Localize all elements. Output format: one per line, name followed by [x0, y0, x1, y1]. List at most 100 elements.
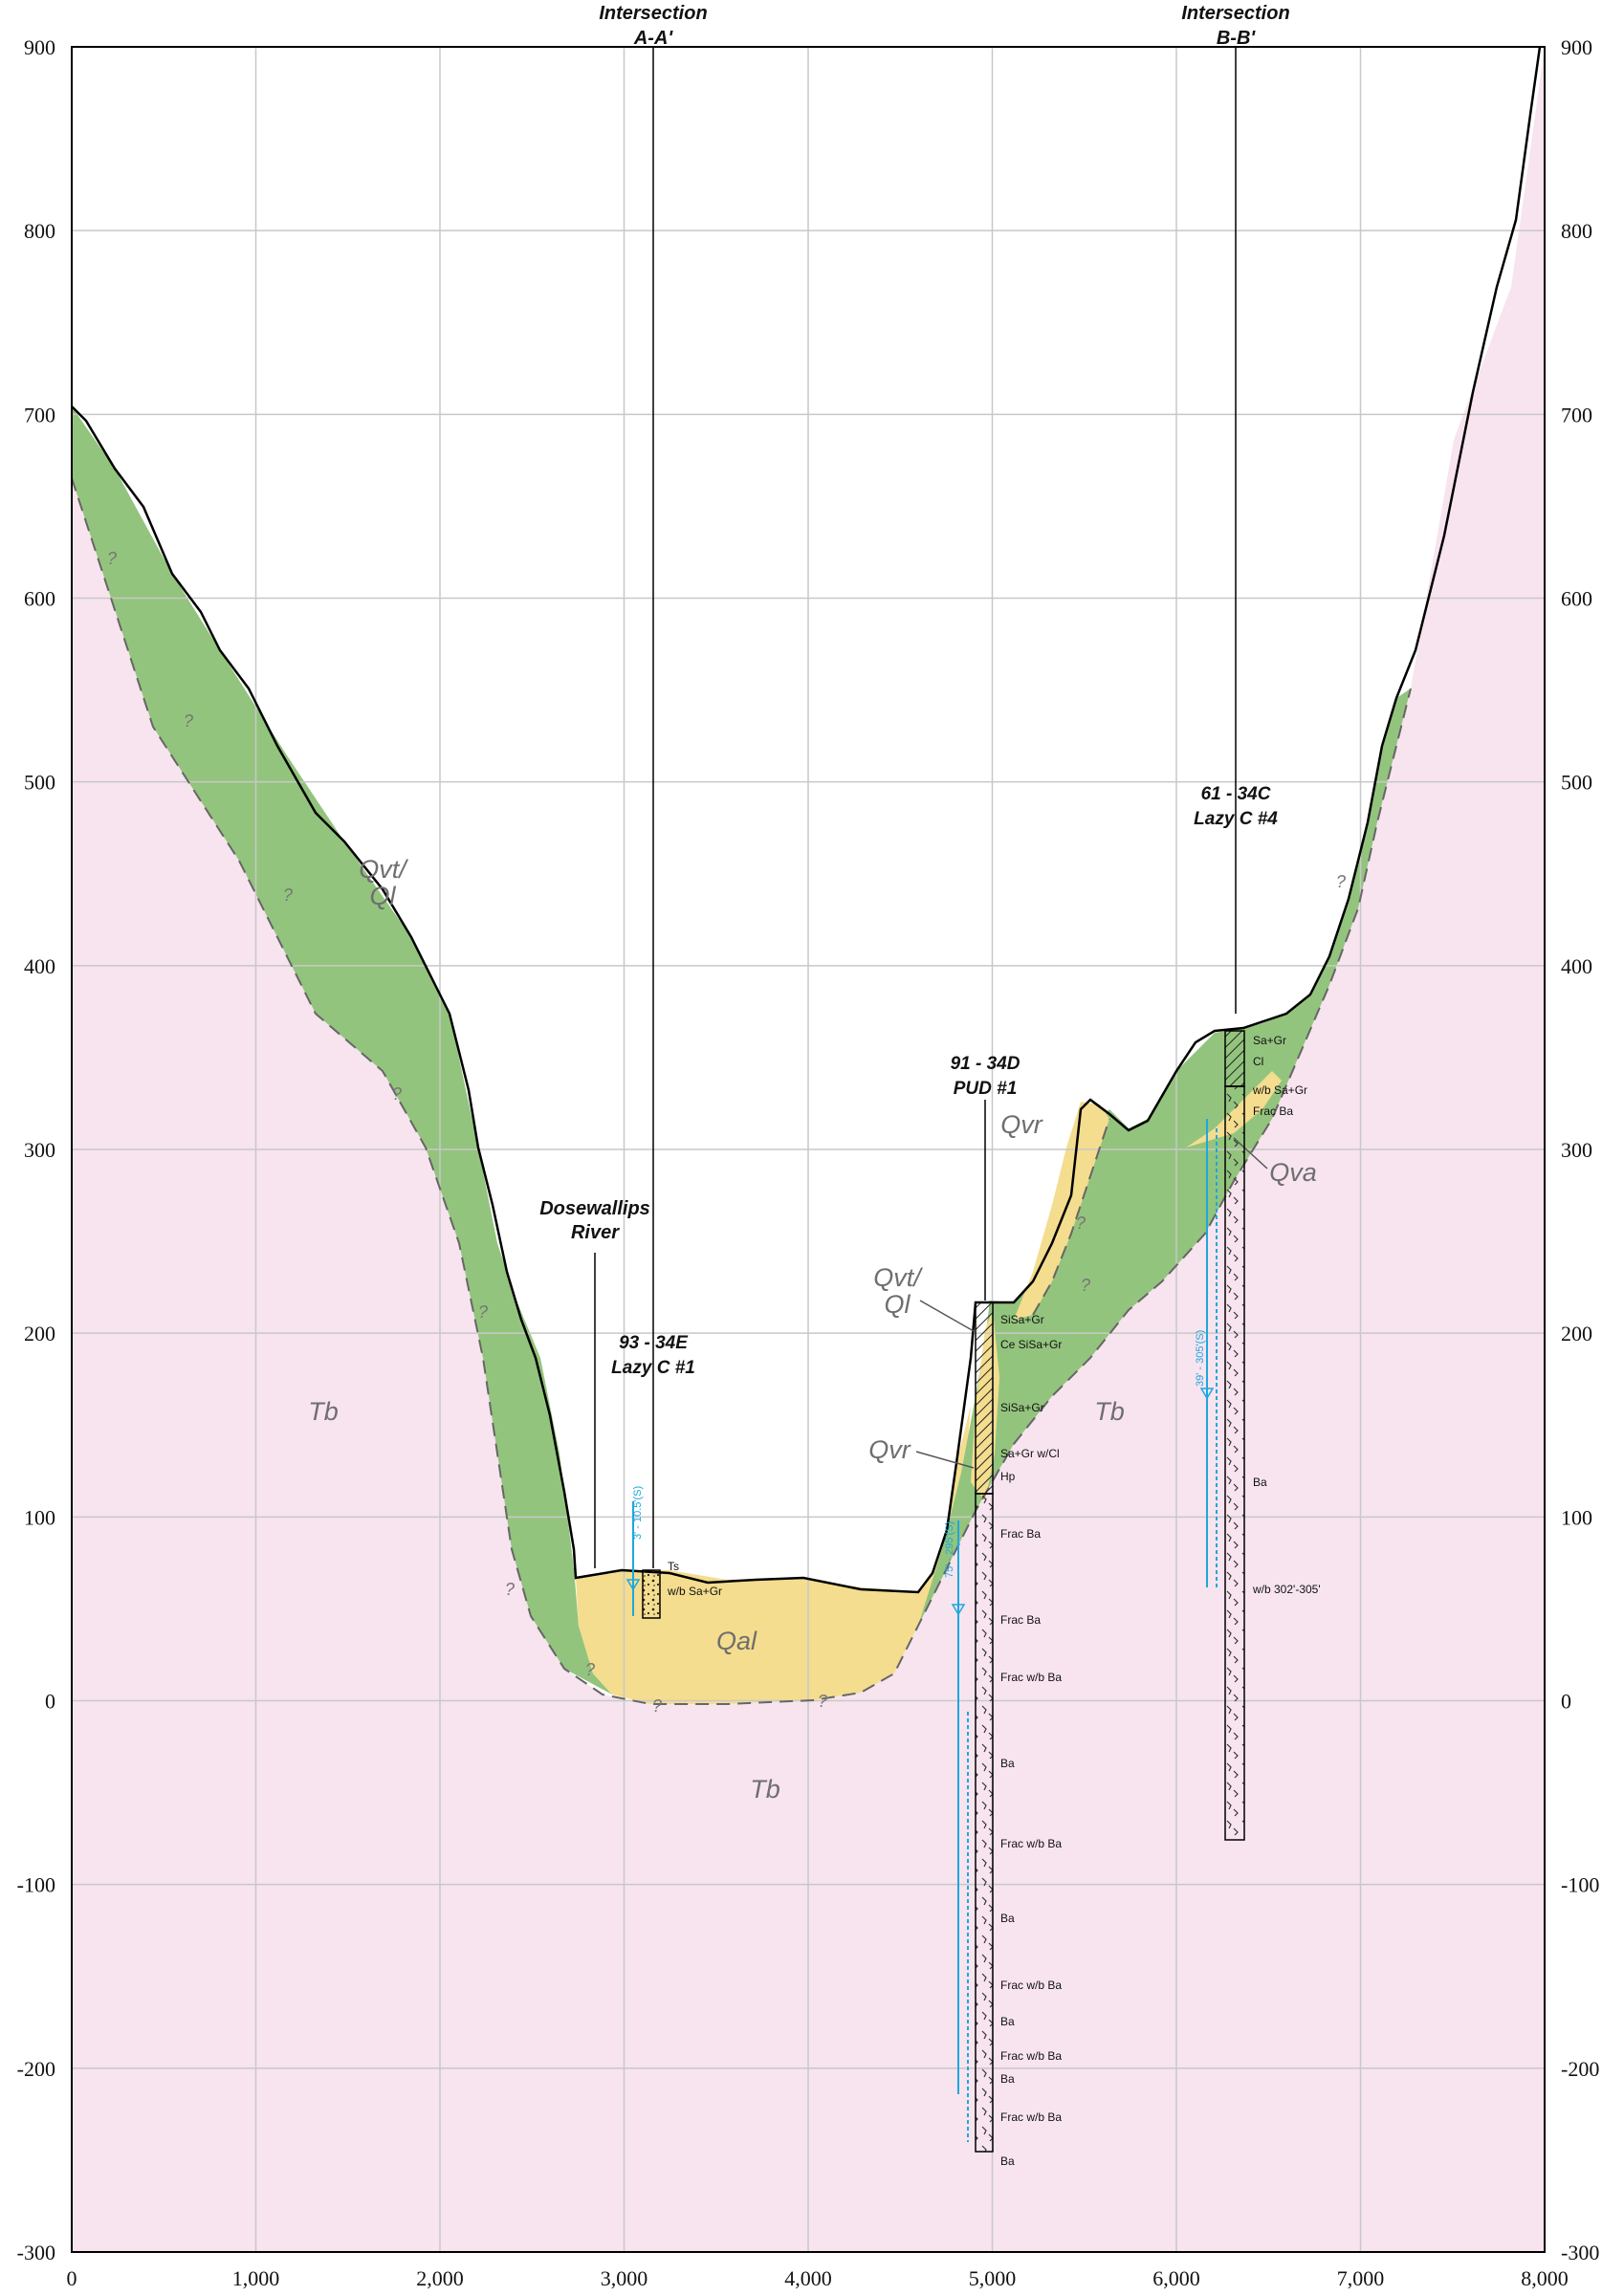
question-mark: ? [283, 886, 293, 905]
recessional-qvr-layer [1014, 1102, 1109, 1320]
well-61-34c-water-level-icon [1199, 1388, 1215, 1400]
well-61-34c-litho-3: Frac Ba [1253, 1104, 1293, 1118]
question-mark: ? [818, 1692, 827, 1711]
well-91-34d-litho-5: Frac Ba [1000, 1527, 1041, 1541]
well-91-34d-litho-14: Ba [1000, 2072, 1015, 2086]
well-61-34c-id: 61 - 34C [1201, 784, 1271, 804]
well-91-34d-name: PUD #1 [954, 1079, 1018, 1099]
well-61-34c-name: Lazy C #4 [1194, 809, 1278, 829]
well-93-34e: 93 - 34E Lazy C #1 3' - 10.5'(S) Ts w/b … [611, 1333, 722, 1619]
well-91-34d-litho-1: Ce SiSa+Gr [1000, 1338, 1062, 1351]
x-tick-label: 4,000 [784, 2266, 832, 2290]
question-mark: ? [652, 1696, 662, 1716]
well-91-34d-litho-4: Hp [1000, 1470, 1016, 1483]
glacial-qvt-ql-layer-right [918, 689, 1411, 1626]
well-91-34d-water-level-icon [951, 1604, 966, 1616]
well-91-34d-column-upper [975, 1301, 994, 1495]
y-axis-ticks-right: 900 800 700 600 500 400 300 200 100 0 -100 -200 -300 [1561, 35, 1599, 2264]
y-tick-label-left: 800 [24, 219, 55, 243]
unit-qvt-ql-right-line1: Qvt/ [873, 1263, 923, 1292]
well-91-34d-litho-11: Frac w/b Ba [1000, 1979, 1062, 1992]
y-axis-ticks-left: 900 800 700 600 500 400 300 200 100 0 -100 -200 -300 [17, 35, 55, 2264]
well-91-34d-litho-15: Frac w/b Ba [1000, 2110, 1062, 2124]
plot-frame [71, 46, 1546, 2253]
alluvium-qal-layer [576, 1406, 971, 1704]
y-tick-label-right: 700 [1561, 403, 1592, 426]
unit-qvt-ql-right-line2: Ql [885, 1290, 911, 1319]
x-tick-label: 8,000 [1521, 2266, 1569, 2290]
question-mark: ? [505, 1580, 515, 1599]
well-91-34d-litho-0: SiSa+Gr [1000, 1313, 1044, 1326]
y-tick-label-left: 100 [24, 1505, 55, 1529]
well-61-34c-screen-label: 39' - 305'(S) [1195, 1330, 1206, 1387]
x-tick-label: 6,000 [1152, 2266, 1200, 2290]
y-tick-label-left: 400 [24, 954, 55, 978]
intersection-a-name: A-A' [633, 28, 674, 49]
unit-qvt-ql-left-line1: Qvt/ [359, 855, 408, 884]
well-61-34c-column-lower [1224, 1085, 1245, 1841]
well-61-34c: 61 - 34C Lazy C #4 39' - 305'(S) Sa+Gr C… [1194, 784, 1321, 1841]
y-tick-label-right: -200 [1561, 2057, 1599, 2081]
well-61-34c-litho-0: Sa+Gr [1253, 1034, 1286, 1047]
well-61-34c-litho-1: Cl [1253, 1055, 1263, 1068]
glacial-qvt-ql-layer-left [72, 406, 612, 1695]
y-tick-label-right: 400 [1561, 954, 1592, 978]
y-tick-label-right: 800 [1561, 219, 1592, 243]
well-93-34e-litho-1: w/b Sa+Gr [667, 1585, 722, 1598]
question-mark: ? [392, 1084, 402, 1104]
question-mark: ? [478, 1302, 488, 1322]
unit-qvt-ql-left-line2: Ql [370, 882, 397, 910]
qvt-ql-leader [919, 1300, 975, 1332]
x-tick-label: 7,000 [1337, 2266, 1385, 2290]
well-61-34c-column-upper [1224, 1030, 1245, 1087]
x-tick-label: 2,000 [416, 2266, 464, 2290]
unit-tb-center: Tb [750, 1775, 780, 1804]
y-tick-label-left: 300 [24, 1138, 55, 1162]
y-tick-label-right: 100 [1561, 1505, 1592, 1529]
y-tick-label-left: 500 [24, 771, 55, 795]
well-91-34d-litho-16: Ba [1000, 2154, 1015, 2168]
well-91-34d-litho-10: Ba [1000, 1912, 1015, 1925]
y-tick-label-right: -300 [1561, 2241, 1599, 2264]
x-axis-ticks: 0 1,000 2,000 3,000 4,000 5,000 6,000 7,000 8,00… [67, 2266, 1569, 2290]
well-61-34c-litho-2: w/b Sa+Gr [1252, 1083, 1307, 1097]
question-mark: ? [1336, 872, 1346, 891]
x-tick-label: 3,000 [601, 2266, 648, 2290]
y-tick-label-left: -300 [17, 2241, 55, 2264]
river-label-line1: Dosewallips [539, 1198, 650, 1219]
well-93-34e-litho-0: Ts [668, 1560, 679, 1573]
ground-surface-line [72, 47, 1542, 1594]
well-91-34d: 91 - 34D PUD #1 75' - 295'(S) SiSa+Gr Ce… [944, 1054, 1062, 2168]
question-mark: ? [1081, 1276, 1090, 1295]
y-tick-label-left: -200 [17, 2057, 55, 2081]
unit-tb-left: Tb [308, 1397, 339, 1426]
well-91-34d-litho-8: Ba [1000, 1757, 1015, 1770]
well-91-34d-litho-2: SiSa+Gr [1000, 1401, 1044, 1414]
well-93-34e-column [642, 1569, 661, 1619]
y-tick-label-left: 900 [24, 35, 55, 59]
well-91-34d-screen-label: 75' - 295'(S) [944, 1521, 955, 1578]
x-tick-label: 0 [67, 2266, 77, 2290]
well-91-34d-id: 91 - 34D [951, 1054, 1020, 1074]
question-mark: ? [184, 711, 193, 731]
river-label-line2: River [571, 1222, 620, 1243]
y-tick-label-right: 600 [1561, 587, 1592, 611]
y-tick-label-left: 0 [45, 1690, 55, 1714]
question-mark: ? [1076, 1214, 1086, 1233]
unit-tb-right: Tb [1094, 1397, 1125, 1426]
unit-qal: Qal [716, 1627, 757, 1655]
uncertain-marks: ? ? ? ? ? ? ? ? ? ? ? ? [107, 549, 1346, 1716]
well-61-34c-litho-5: w/b 302'-305' [1252, 1583, 1321, 1596]
x-tick-label: 1,000 [232, 2266, 280, 2290]
intersection-a-title: Intersection [599, 3, 707, 24]
well-91-34d-column-lower [975, 1493, 994, 2153]
y-tick-label-right: 300 [1561, 1138, 1592, 1162]
y-tick-label-right: 500 [1561, 771, 1592, 795]
well-61-34c-litho-4: Ba [1253, 1476, 1267, 1489]
question-mark: ? [107, 549, 117, 568]
unit-qvr-lower: Qvr [868, 1435, 911, 1464]
well-91-34d-litho-13: Frac w/b Ba [1000, 2049, 1062, 2063]
y-tick-label-left: 700 [24, 403, 55, 426]
y-tick-label-right: 900 [1561, 35, 1592, 59]
